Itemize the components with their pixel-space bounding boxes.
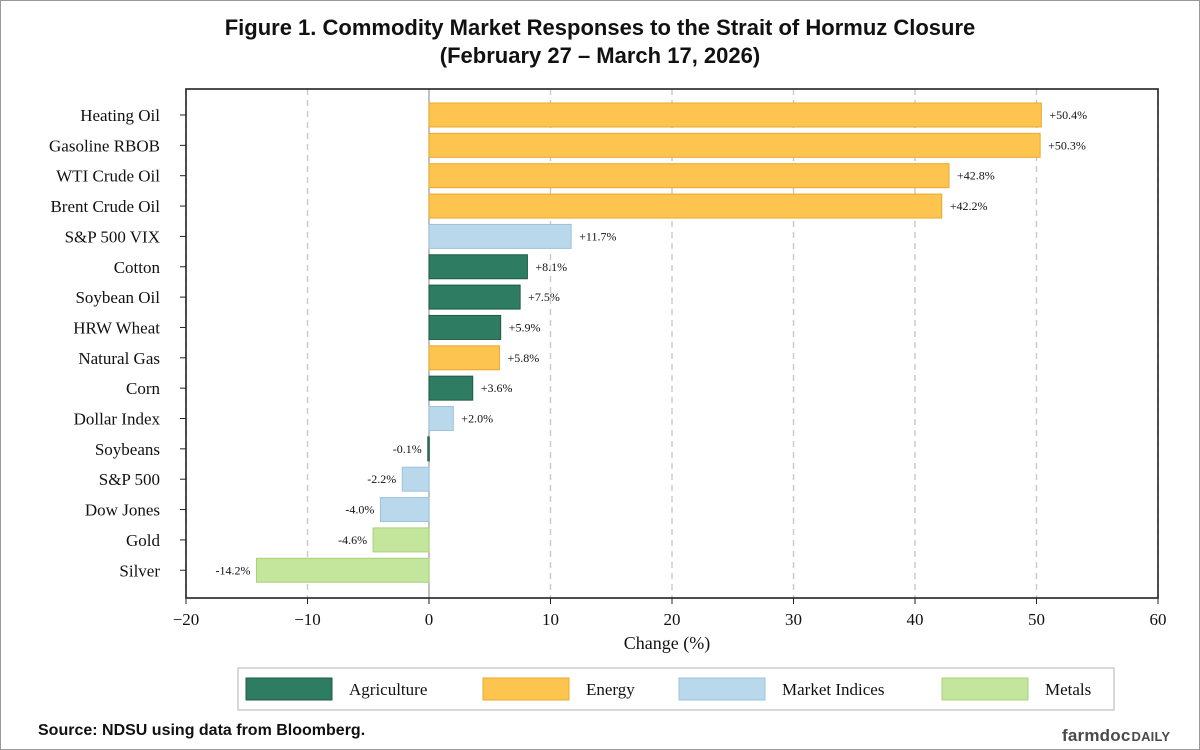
category-label: HRW Wheat — [73, 318, 160, 337]
bar-wti-crude-oil — [428, 163, 950, 189]
x-tick-label: −20 — [173, 610, 200, 629]
category-label: Gold — [126, 531, 161, 550]
x-tick-label: −10 — [294, 610, 321, 629]
data-label: +42.8% — [957, 169, 995, 183]
category-label: S&P 500 VIX — [65, 227, 160, 246]
chart-title: Figure 1. Commodity Market Responses to … — [0, 14, 1200, 70]
data-label: +3.6% — [481, 381, 513, 395]
category-label: Natural Gas — [78, 349, 160, 368]
data-label: +8.1% — [535, 260, 567, 274]
bar-soybeans — [427, 436, 430, 462]
x-tick-label: 20 — [664, 610, 681, 629]
legend-label: Agriculture — [349, 680, 427, 699]
category-label: Soybean Oil — [75, 288, 160, 307]
data-label: -14.2% — [215, 563, 250, 577]
category-label: WTI Crude Oil — [56, 167, 160, 186]
bar-gold — [372, 527, 430, 553]
source-note: Source: NDSU using data from Bloomberg. — [38, 722, 366, 739]
x-tick-label: 40 — [907, 610, 924, 629]
data-label: +50.3% — [1048, 138, 1086, 152]
legend-label: Metals — [1045, 680, 1091, 699]
brand-logo: farmdocDAILY — [1062, 726, 1170, 746]
data-label: +5.8% — [507, 351, 539, 365]
data-label: -0.1% — [393, 442, 422, 456]
bar-silver — [255, 557, 430, 583]
x-tick-label: 0 — [425, 610, 434, 629]
bar-corn — [428, 375, 474, 401]
bar-cotton — [428, 254, 528, 280]
data-label: +5.9% — [509, 320, 541, 334]
bar-brent-crude-oil — [428, 193, 943, 219]
bar-s-p-500 — [401, 466, 430, 492]
bar-natural-gas — [428, 345, 500, 371]
brand-part1: farmdoc — [1062, 726, 1131, 745]
legend-label: Energy — [586, 680, 635, 699]
category-label: Corn — [126, 379, 161, 398]
legend-swatch — [482, 677, 570, 701]
category-label: Silver — [119, 561, 160, 580]
bar-heating-oil — [428, 102, 1042, 128]
legend-swatch — [678, 677, 766, 701]
category-label: Dollar Index — [74, 410, 161, 429]
bar-hrw-wheat — [428, 314, 502, 340]
data-label: -4.6% — [338, 533, 367, 547]
x-tick-label: 60 — [1150, 610, 1167, 629]
category-label: Gasoline RBOB — [49, 136, 160, 155]
brand-part2: DAILY — [1131, 729, 1171, 744]
data-label: +11.7% — [579, 229, 616, 243]
category-label: Heating Oil — [80, 106, 160, 125]
chart-title-line1: Figure 1. Commodity Market Responses to … — [224, 15, 976, 40]
category-label: S&P 500 — [99, 470, 160, 489]
category-label: Brent Crude Oil — [50, 197, 160, 216]
x-axis-label: Change (%) — [624, 633, 710, 654]
category-label: Soybeans — [95, 440, 160, 459]
x-tick-label: 50 — [1028, 610, 1045, 629]
data-label: +2.0% — [461, 412, 493, 426]
bar-gasoline-rbob — [428, 132, 1041, 158]
data-label: +42.2% — [950, 199, 988, 213]
chart-title-line2: (February 27 – March 17, 2026) — [439, 43, 761, 68]
data-label: -4.0% — [345, 503, 374, 517]
data-label: +50.4% — [1049, 108, 1087, 122]
legend-swatch — [941, 677, 1029, 701]
data-label: -2.2% — [367, 472, 396, 486]
bar-dollar-index — [428, 406, 454, 431]
x-tick-label: 10 — [542, 610, 559, 629]
bar-dow-jones — [379, 497, 430, 523]
legend-label: Market Indices — [782, 680, 884, 699]
data-label: +7.5% — [528, 290, 560, 304]
bar-s-p-500-vix — [428, 223, 572, 249]
bar-soybean-oil — [428, 284, 521, 310]
category-label: Cotton — [114, 258, 161, 277]
legend-swatch — [245, 677, 333, 701]
x-tick-label: 30 — [785, 610, 802, 629]
category-label: Dow Jones — [85, 501, 160, 520]
